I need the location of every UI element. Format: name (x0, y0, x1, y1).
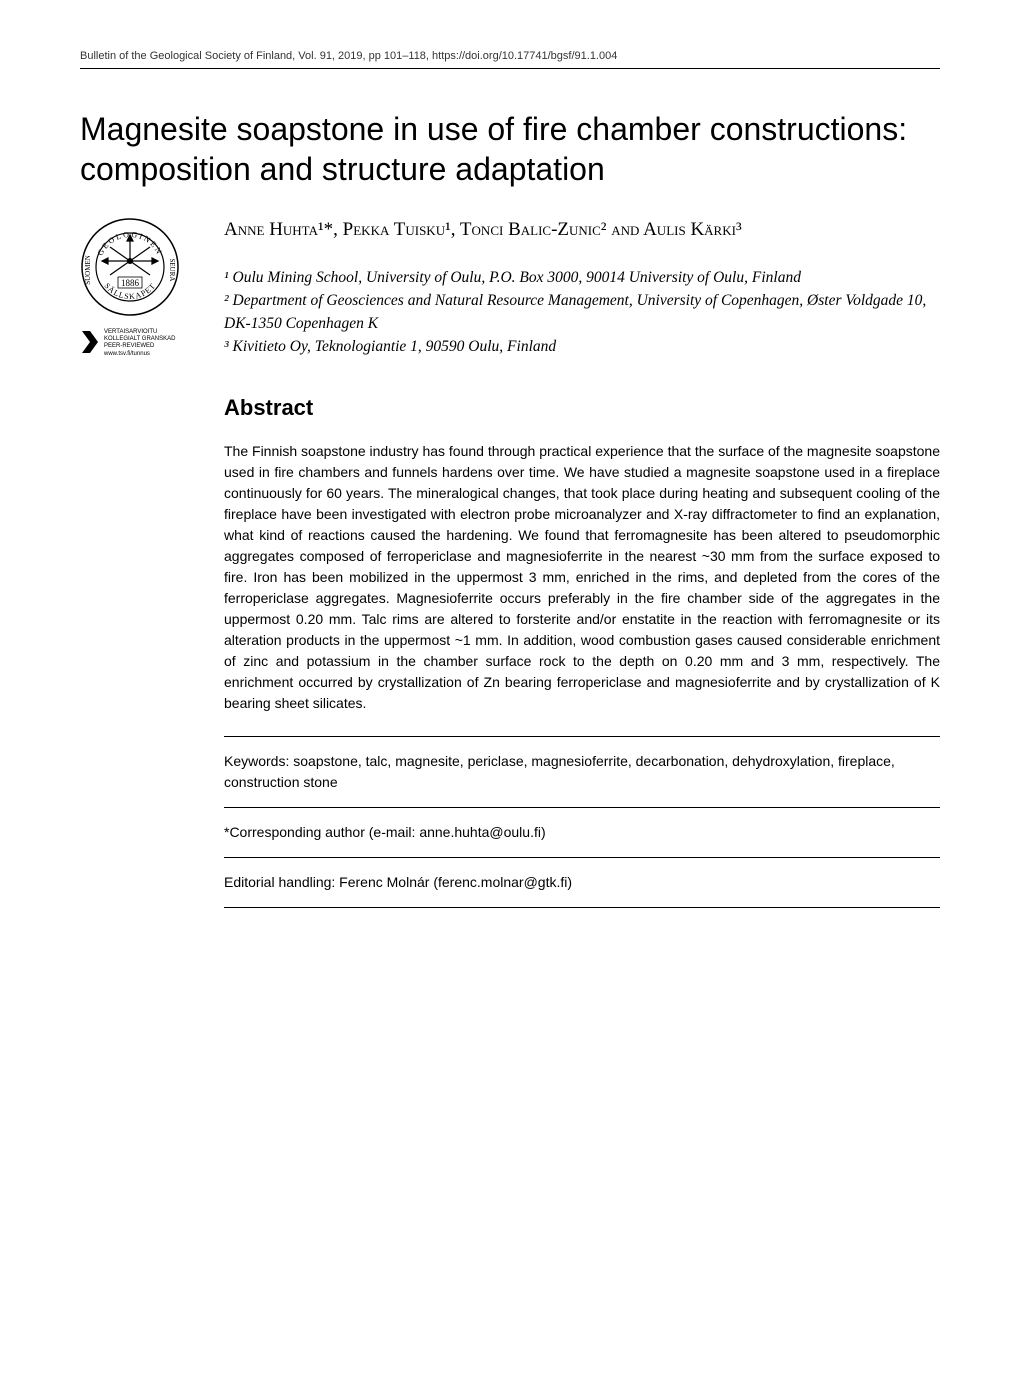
corresponding-author: *Corresponding author (e-mail: anne.huht… (224, 808, 940, 857)
society-logo: GEOLOGINEN SÄLLSKAPET SUOMEN SEURA (80, 217, 180, 317)
peer-arrow-icon (80, 329, 100, 357)
peer-review-badge: VERTAISARVIOITU KOLLEGIALT GRANSKAD PEER… (80, 329, 200, 358)
svg-text:1886: 1886 (121, 278, 140, 288)
editorial-handling: Editorial handling: Ferenc Molnár (feren… (224, 858, 940, 907)
content-row: GEOLOGINEN SÄLLSKAPET SUOMEN SEURA (80, 217, 940, 908)
journal-header: Bulletin of the Geological Society of Fi… (80, 50, 940, 69)
peer-line: www.tsv.fi/tunnus (104, 351, 175, 358)
svg-text:SUOMEN: SUOMEN (84, 255, 92, 285)
left-column: GEOLOGINEN SÄLLSKAPET SUOMEN SEURA (80, 217, 200, 908)
affiliation: ² Department of Geosciences and Natural … (224, 289, 940, 336)
divider (224, 907, 940, 908)
article-title: Magnesite soapstone in use of fire chamb… (80, 109, 940, 189)
affiliations: ¹ Oulu Mining School, University of Oulu… (224, 266, 940, 359)
peer-line: PEER-REVIEWED (104, 343, 175, 350)
abstract-body: The Finnish soapstone industry has found… (224, 441, 940, 714)
svg-text:SEURA: SEURA (168, 259, 176, 282)
author-list: Anne Huhta¹*, Pekka Tuisku¹, Tonci Balic… (224, 217, 940, 244)
abstract-heading: Abstract (224, 395, 940, 421)
affiliation: ³ Kivitieto Oy, Teknologiantie 1, 90590 … (224, 335, 940, 358)
peer-review-text: VERTAISARVIOITU KOLLEGIALT GRANSKAD PEER… (104, 329, 175, 358)
peer-line: VERTAISARVIOITU (104, 329, 175, 336)
right-column: Anne Huhta¹*, Pekka Tuisku¹, Tonci Balic… (224, 217, 940, 908)
affiliation: ¹ Oulu Mining School, University of Oulu… (224, 266, 940, 289)
peer-line: KOLLEGIALT GRANSKAD (104, 336, 175, 343)
keywords: Keywords: soapstone, talc, magnesite, pe… (224, 737, 940, 807)
